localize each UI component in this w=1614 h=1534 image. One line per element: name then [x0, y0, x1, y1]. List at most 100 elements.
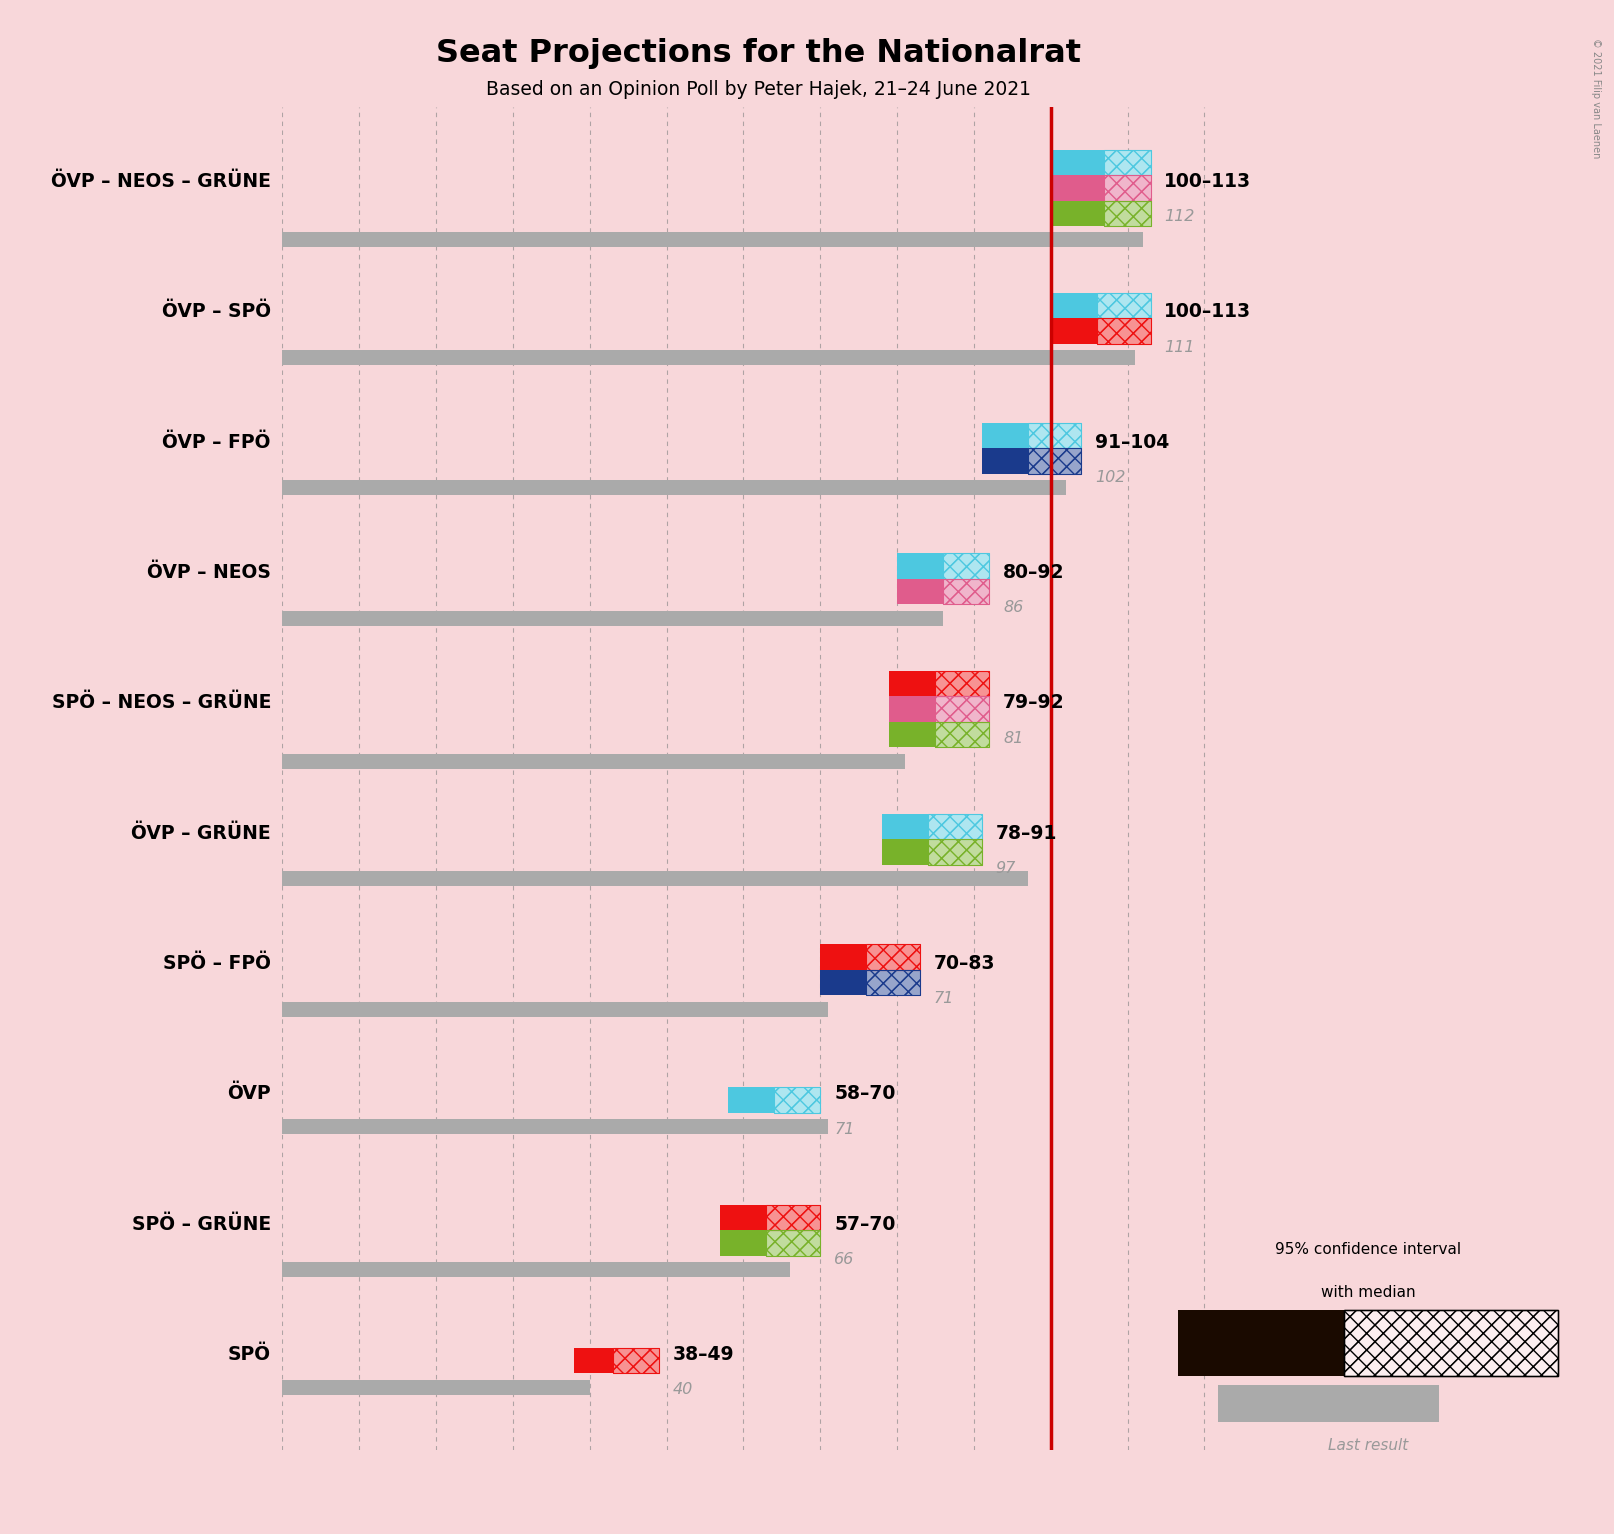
Bar: [767, 1206, 820, 1230]
Bar: [820, 969, 920, 996]
Bar: [943, 554, 989, 578]
Bar: [936, 696, 989, 723]
Bar: [867, 945, 920, 969]
Bar: [1344, 1310, 1558, 1376]
Bar: [282, 1262, 789, 1278]
Bar: [867, 969, 920, 996]
Bar: [613, 1348, 659, 1373]
Text: 70–83: 70–83: [935, 954, 996, 973]
Bar: [936, 696, 989, 723]
Text: SPÖ – NEOS – GRÜNE: SPÖ – NEOS – GRÜNE: [52, 693, 271, 712]
Text: ÖVP – NEOS: ÖVP – NEOS: [147, 563, 271, 581]
Bar: [943, 578, 989, 604]
Bar: [867, 945, 920, 969]
Bar: [881, 839, 981, 865]
Bar: [775, 1088, 820, 1112]
Bar: [1344, 1310, 1558, 1376]
Bar: [282, 1120, 828, 1134]
Bar: [767, 1230, 820, 1256]
Text: Last result: Last result: [1328, 1439, 1407, 1453]
Bar: [1104, 175, 1151, 201]
Text: 81: 81: [1002, 730, 1023, 746]
Bar: [1028, 448, 1081, 474]
Bar: [767, 1230, 820, 1256]
Bar: [1104, 175, 1151, 201]
Text: with median: with median: [1320, 1285, 1415, 1301]
Bar: [820, 945, 920, 969]
Bar: [1104, 201, 1151, 225]
Text: 111: 111: [1164, 339, 1194, 354]
Bar: [1098, 293, 1151, 318]
Bar: [1104, 175, 1151, 201]
Bar: [1051, 293, 1151, 318]
Bar: [613, 1348, 659, 1373]
Text: 79–92: 79–92: [1002, 693, 1065, 712]
Bar: [936, 723, 989, 747]
Text: 95% confidence interval: 95% confidence interval: [1275, 1241, 1461, 1256]
Text: SPÖ – FPÖ: SPÖ – FPÖ: [163, 954, 271, 973]
Text: 100–113: 100–113: [1164, 172, 1251, 192]
Bar: [1051, 150, 1151, 175]
Bar: [889, 696, 989, 723]
Bar: [1028, 423, 1081, 448]
Text: ÖVP – GRÜNE: ÖVP – GRÜNE: [131, 824, 271, 842]
Text: 78–91: 78–91: [996, 824, 1057, 842]
Text: 91–104: 91–104: [1096, 433, 1170, 453]
Bar: [928, 815, 981, 839]
Bar: [1051, 175, 1151, 201]
Bar: [1104, 150, 1151, 175]
Text: 97: 97: [996, 861, 1015, 876]
Bar: [1098, 293, 1151, 318]
Text: 58–70: 58–70: [834, 1085, 896, 1103]
Text: ÖVP: ÖVP: [228, 1085, 271, 1103]
Bar: [943, 554, 989, 578]
Bar: [1178, 1310, 1344, 1376]
Bar: [282, 753, 905, 769]
Text: SPÖ: SPÖ: [228, 1345, 271, 1364]
Bar: [282, 350, 1135, 365]
Bar: [981, 423, 1081, 448]
Text: 86: 86: [1002, 600, 1023, 615]
Bar: [1217, 1385, 1440, 1422]
Bar: [1104, 150, 1151, 175]
Text: © 2021 Filip van Laenen: © 2021 Filip van Laenen: [1591, 38, 1601, 158]
Text: ÖVP – SPÖ: ÖVP – SPÖ: [161, 302, 271, 322]
Bar: [928, 839, 981, 865]
Bar: [720, 1206, 820, 1230]
Text: 66: 66: [834, 1252, 854, 1267]
Bar: [936, 696, 989, 723]
Bar: [728, 1088, 820, 1112]
Bar: [1028, 423, 1081, 448]
Bar: [1344, 1310, 1558, 1376]
Bar: [1028, 448, 1081, 474]
Bar: [897, 554, 989, 578]
Bar: [943, 554, 989, 578]
Text: ÖVP – NEOS – GRÜNE: ÖVP – NEOS – GRÜNE: [52, 172, 271, 192]
Bar: [1028, 423, 1081, 448]
Bar: [936, 670, 989, 696]
Bar: [775, 1088, 820, 1112]
Bar: [889, 723, 989, 747]
Bar: [775, 1088, 820, 1112]
Text: 80–92: 80–92: [1002, 563, 1065, 581]
Bar: [928, 815, 981, 839]
Text: 71: 71: [834, 1121, 854, 1137]
Text: ÖVP – FPÖ: ÖVP – FPÖ: [163, 433, 271, 453]
Bar: [881, 815, 981, 839]
Bar: [1104, 201, 1151, 225]
Bar: [767, 1206, 820, 1230]
Bar: [1028, 448, 1081, 474]
Bar: [928, 839, 981, 865]
Bar: [1098, 318, 1151, 344]
Bar: [1104, 150, 1151, 175]
Text: 102: 102: [1096, 469, 1125, 485]
Bar: [613, 1348, 659, 1373]
Bar: [897, 578, 989, 604]
Bar: [936, 670, 989, 696]
Bar: [282, 1381, 589, 1394]
Bar: [1098, 293, 1151, 318]
Bar: [1051, 318, 1151, 344]
Bar: [1051, 201, 1151, 225]
Bar: [767, 1230, 820, 1256]
Bar: [936, 723, 989, 747]
